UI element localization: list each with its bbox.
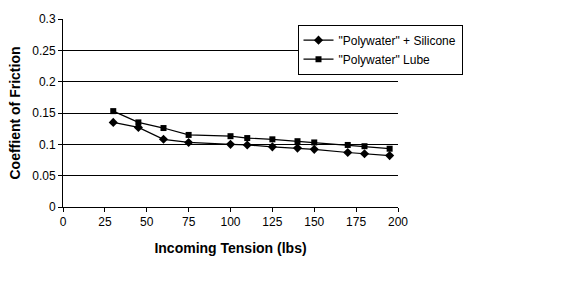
svg-text:25: 25 bbox=[98, 215, 112, 229]
svg-text:0.3: 0.3 bbox=[39, 12, 56, 26]
svg-text:0: 0 bbox=[60, 215, 67, 229]
svg-text:"Polywater" Lube: "Polywater" Lube bbox=[339, 53, 431, 67]
svg-text:Coeffient of Friction: Coeffient of Friction bbox=[7, 47, 23, 180]
svg-text:50: 50 bbox=[140, 215, 154, 229]
svg-text:0.15: 0.15 bbox=[32, 106, 56, 120]
svg-text:200: 200 bbox=[388, 215, 408, 229]
svg-text:0: 0 bbox=[49, 200, 56, 214]
svg-text:100: 100 bbox=[220, 215, 240, 229]
svg-text:0.1: 0.1 bbox=[39, 138, 56, 152]
svg-text:"Polywater" + Silicone: "Polywater" + Silicone bbox=[339, 34, 456, 48]
svg-text:150: 150 bbox=[304, 215, 324, 229]
svg-text:0.25: 0.25 bbox=[32, 44, 56, 58]
svg-text:Incoming Tension (lbs): Incoming Tension (lbs) bbox=[154, 240, 306, 256]
svg-text:175: 175 bbox=[346, 215, 366, 229]
svg-text:0.05: 0.05 bbox=[32, 169, 56, 183]
svg-text:0.2: 0.2 bbox=[39, 75, 56, 89]
svg-text:125: 125 bbox=[262, 215, 282, 229]
svg-text:75: 75 bbox=[182, 215, 196, 229]
